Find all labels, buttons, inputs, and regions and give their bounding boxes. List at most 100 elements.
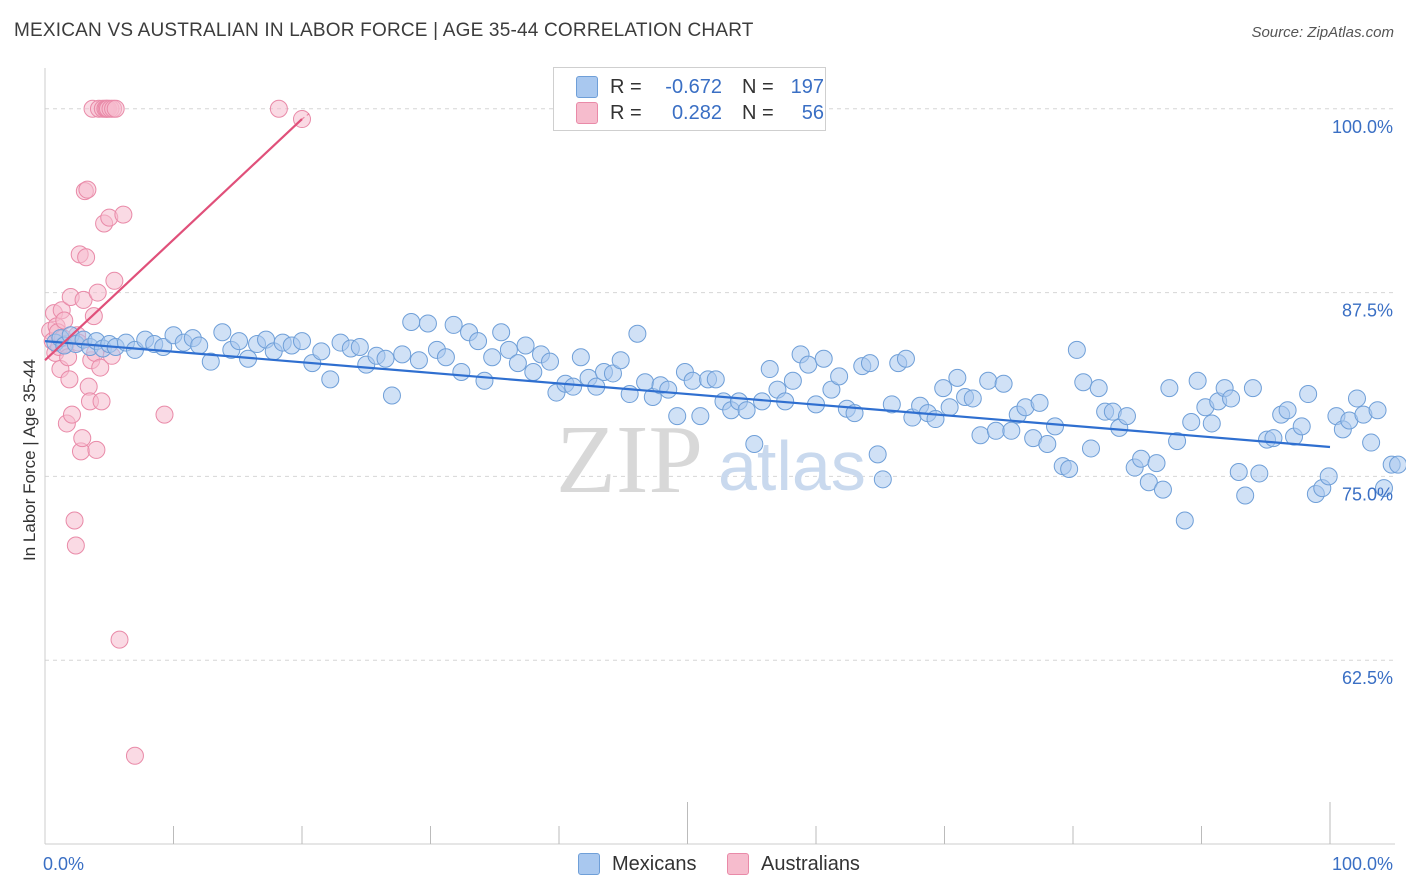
mexicans-point — [1362, 433, 1381, 452]
mexicans-point — [659, 380, 678, 399]
mexicans-point — [1160, 379, 1179, 398]
mexicans-point — [737, 401, 756, 420]
mexicans-point — [1002, 421, 1021, 440]
australians-point — [91, 358, 110, 377]
australians-point — [66, 536, 85, 555]
correlation-legend: R = -0.672 N = 197 R = 0.282 N = 56 — [553, 67, 826, 131]
mexicans-point — [1132, 449, 1151, 468]
mexicans-point — [499, 340, 518, 359]
mexicans-points — [46, 312, 1406, 530]
mexicans-point — [986, 421, 1005, 440]
mexicans-point — [860, 354, 879, 373]
mexicans-point — [190, 336, 209, 355]
bottom-legend-label: Australians — [761, 852, 860, 875]
mexicans-point — [230, 332, 249, 351]
mexicans-point — [1060, 460, 1079, 479]
y-tick-label: 87.5% — [1342, 301, 1393, 321]
mexicans-point — [814, 349, 833, 368]
mexicans-point — [963, 389, 982, 408]
legend-n-value: 197 — [790, 75, 824, 98]
mexicans-point — [1374, 479, 1393, 498]
legend-row-australians: R = 0.282 N = 56 — [576, 101, 824, 125]
mexicans-point — [376, 349, 395, 368]
australians-points — [41, 99, 311, 765]
australians-point — [62, 405, 81, 424]
mexicans-point — [516, 336, 535, 355]
mexicans-point — [201, 352, 220, 371]
mexicans-point — [564, 377, 583, 396]
mexicans-point — [452, 362, 471, 381]
mexicans-point — [293, 332, 311, 351]
mexicans-point — [1188, 371, 1207, 390]
australians-point — [105, 271, 124, 290]
mexicans-point — [1038, 435, 1057, 454]
australians-point — [106, 99, 125, 118]
mexicans-point — [603, 364, 622, 383]
mexicans-point — [1030, 393, 1049, 412]
mexicans-point — [393, 345, 412, 364]
mexicans-point — [1067, 340, 1086, 359]
mexicans-point — [1089, 379, 1108, 398]
bottom-legend-mexicans: Mexicans — [578, 850, 696, 878]
mexicans-point — [213, 323, 232, 342]
mexicans-point — [1389, 455, 1406, 474]
australians-point — [110, 630, 129, 649]
mexicans-point — [1264, 429, 1283, 448]
australians-point — [114, 205, 133, 224]
watermark-atlas: atlas — [718, 427, 866, 505]
mexicans-point — [321, 370, 340, 389]
mexicans-point — [469, 332, 488, 351]
mexicans-point — [1347, 389, 1366, 408]
mexicans-point — [882, 395, 901, 414]
mexicans-point — [611, 351, 630, 370]
mexicans-trend-line — [44, 340, 1331, 449]
mexicans-point — [1229, 462, 1248, 481]
mexicans-point — [402, 312, 421, 331]
mexicans-point — [1202, 414, 1221, 433]
australians-point — [74, 290, 93, 309]
mexicans-point — [1278, 401, 1297, 420]
australians-point — [155, 405, 174, 424]
mexicans-point — [783, 371, 802, 390]
mexicans-point — [1074, 373, 1093, 392]
mexicans-point — [760, 360, 779, 379]
legend-n-label: N = — [742, 75, 774, 98]
australians-point — [269, 99, 288, 118]
mexicans-point — [1153, 480, 1172, 499]
mexicans-point — [1117, 407, 1136, 426]
mexicans-point — [444, 315, 463, 334]
australians-point — [88, 283, 107, 302]
legend-n-label: N = — [742, 101, 774, 124]
mexicans-point — [994, 374, 1013, 393]
mexicans-point — [350, 337, 369, 356]
mexicans-point — [668, 407, 687, 426]
legend-r-value: 0.282 — [671, 101, 722, 124]
mexicans-point — [1243, 379, 1262, 398]
mexicans-point — [508, 354, 527, 373]
mexicans-point — [940, 398, 959, 417]
mexicans-point — [1319, 467, 1338, 486]
legend-swatch-pink — [576, 102, 598, 124]
mexicans-point — [1368, 401, 1387, 420]
mexicans-point — [896, 349, 915, 368]
mexicans-point — [979, 371, 998, 390]
mexicans-point — [1081, 439, 1100, 458]
x-tick-label: 100.0% — [1332, 854, 1393, 874]
bottom-legend-swatch-pink — [727, 853, 749, 875]
mexicans-point — [382, 386, 401, 405]
legend-row-mexicans: R = -0.672 N = 197 — [576, 75, 824, 99]
mexicans-point — [475, 371, 494, 390]
australians-trend-line — [44, 118, 303, 362]
y-tick-label: 62.5% — [1342, 668, 1393, 688]
mexicans-point — [1182, 412, 1201, 431]
mexicans-point — [934, 379, 953, 398]
legend-r-label: R = — [610, 101, 642, 124]
mexicans-point — [409, 351, 428, 370]
y-axis-label: In Labor Force | Age 35-44 — [20, 359, 39, 561]
mexicans-point — [799, 355, 818, 374]
australians-trend-extension — [301, 112, 311, 120]
mexicans-point — [1236, 486, 1255, 505]
y-tick-label: 75.0% — [1342, 484, 1393, 504]
mexicans-point — [492, 323, 511, 342]
mexicans-point — [628, 324, 647, 343]
